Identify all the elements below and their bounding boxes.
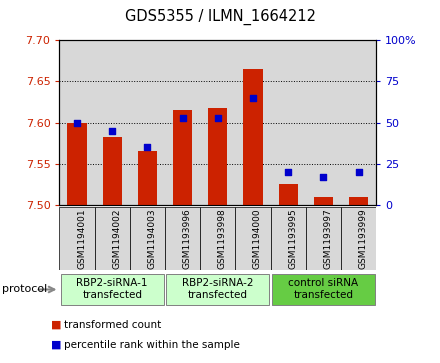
Bar: [306, 40, 341, 205]
Text: GSM1194001: GSM1194001: [77, 208, 86, 269]
Text: protocol: protocol: [2, 285, 48, 294]
Bar: [243, 69, 263, 205]
FancyBboxPatch shape: [130, 207, 165, 270]
Bar: [173, 110, 192, 205]
Text: GSM1193995: GSM1193995: [288, 208, 297, 269]
Point: [320, 174, 327, 180]
Text: GSM1193999: GSM1193999: [359, 208, 367, 269]
Point: [355, 169, 362, 175]
Bar: [95, 40, 130, 205]
Bar: [103, 136, 122, 205]
Point: [179, 115, 186, 121]
FancyBboxPatch shape: [165, 207, 200, 270]
Text: ■: ■: [51, 320, 61, 330]
FancyBboxPatch shape: [59, 207, 95, 270]
Bar: [130, 40, 165, 205]
Text: GSM1193997: GSM1193997: [323, 208, 332, 269]
Text: GSM1193998: GSM1193998: [218, 208, 227, 269]
Bar: [138, 151, 157, 205]
Bar: [200, 40, 235, 205]
Text: GSM1194003: GSM1194003: [147, 208, 156, 269]
Bar: [271, 40, 306, 205]
Bar: [341, 40, 376, 205]
Bar: [314, 197, 333, 205]
FancyBboxPatch shape: [341, 207, 376, 270]
FancyBboxPatch shape: [200, 207, 235, 270]
Bar: [59, 40, 95, 205]
Text: control siRNA
transfected: control siRNA transfected: [288, 278, 359, 299]
FancyBboxPatch shape: [306, 207, 341, 270]
Bar: [165, 40, 200, 205]
Point: [285, 169, 292, 175]
FancyBboxPatch shape: [61, 274, 164, 305]
Text: ■: ■: [51, 340, 61, 350]
Bar: [67, 122, 87, 205]
Text: GSM1194002: GSM1194002: [112, 208, 121, 269]
FancyBboxPatch shape: [95, 207, 130, 270]
Text: GDS5355 / ILMN_1664212: GDS5355 / ILMN_1664212: [125, 9, 315, 25]
Point: [144, 144, 151, 150]
FancyBboxPatch shape: [272, 274, 375, 305]
Text: RBP2-siRNA-2
transfected: RBP2-siRNA-2 transfected: [182, 278, 253, 299]
Bar: [208, 109, 227, 205]
FancyBboxPatch shape: [235, 207, 271, 270]
Point: [73, 119, 81, 125]
Text: GSM1194000: GSM1194000: [253, 208, 262, 269]
Bar: [279, 184, 298, 205]
FancyBboxPatch shape: [166, 274, 269, 305]
Text: percentile rank within the sample: percentile rank within the sample: [64, 340, 240, 350]
Point: [214, 115, 221, 121]
Text: transformed count: transformed count: [64, 320, 161, 330]
Text: RBP2-siRNA-1
transfected: RBP2-siRNA-1 transfected: [77, 278, 148, 299]
Point: [249, 95, 257, 101]
Point: [109, 128, 116, 134]
Bar: [235, 40, 271, 205]
FancyBboxPatch shape: [271, 207, 306, 270]
Bar: [349, 197, 368, 205]
Text: GSM1193996: GSM1193996: [183, 208, 191, 269]
